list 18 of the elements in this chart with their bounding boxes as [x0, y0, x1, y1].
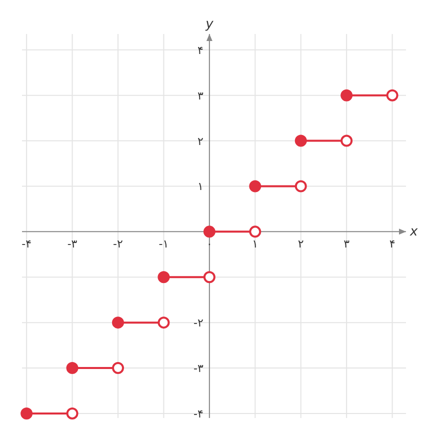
x-tick-label: -۳ [67, 238, 78, 251]
x-tick-label: ۱ [252, 238, 258, 251]
y-axis-title: y [204, 17, 214, 32]
x-tick-label: ۳ [344, 238, 350, 251]
y-tick-label: ۳ [198, 89, 204, 102]
y-tick-label: ۲ [198, 134, 204, 148]
x-tick-label: -۴ [22, 238, 32, 251]
x-tick-label: -۲ [113, 238, 124, 251]
x-tick-label: ۴ [389, 238, 396, 251]
x-axis-title: x [409, 224, 418, 240]
x-tick-label: ۰ [206, 238, 212, 251]
x-tick-label: -۱ [158, 238, 169, 251]
y-tick-label: ۴ [198, 44, 204, 57]
y-tick-label: ۱ [198, 180, 204, 194]
y-tick-label: -۲ [194, 316, 204, 330]
y-tick-label: -۳ [194, 362, 204, 376]
y-tick-label: -۴ [194, 407, 204, 420]
x-tick-label: ۲ [298, 238, 304, 251]
